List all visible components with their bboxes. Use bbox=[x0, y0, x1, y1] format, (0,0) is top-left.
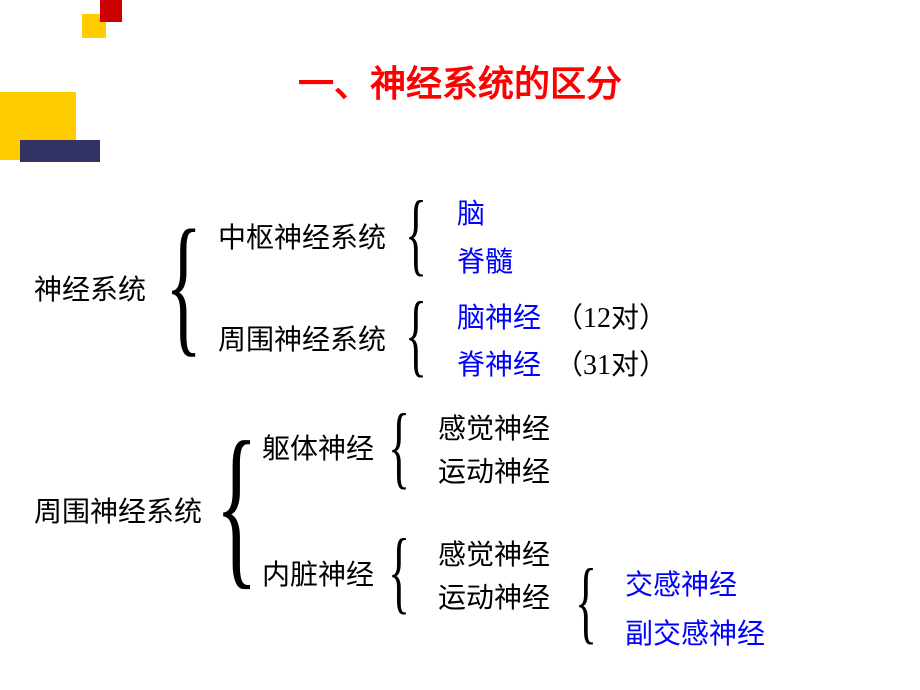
node-cns: 中枢神经系统 bbox=[218, 216, 386, 256]
node-motor-1: 运动神经 bbox=[438, 450, 550, 490]
bracket-6: { bbox=[388, 525, 410, 617]
node-brain: 脑 bbox=[457, 192, 485, 232]
deco-square-red bbox=[100, 0, 122, 22]
deco-bar-navy bbox=[20, 140, 100, 162]
node-spinal-nerve: 脊神经 bbox=[457, 343, 541, 383]
node-pns-root: 周围神经系统 bbox=[34, 490, 202, 530]
node-spinal-count: （31对） bbox=[555, 343, 667, 383]
node-parasympathetic: 副交感神经 bbox=[625, 612, 765, 652]
node-visceral: 内脏神经 bbox=[262, 553, 374, 593]
bracket-4: { bbox=[215, 415, 258, 595]
node-sensory-1: 感觉神经 bbox=[438, 407, 550, 447]
node-pns: 周围神经系统 bbox=[218, 318, 386, 358]
node-nervous-system: 神经系统 bbox=[34, 268, 146, 308]
node-spinal-cord: 脊髓 bbox=[457, 240, 513, 280]
bracket-7: { bbox=[575, 555, 597, 647]
node-cranial-count: （12对） bbox=[555, 296, 667, 336]
bracket-2: { bbox=[405, 187, 427, 279]
node-motor-2: 运动神经 bbox=[438, 576, 550, 616]
bracket-5: { bbox=[388, 400, 410, 492]
node-sympathetic: 交感神经 bbox=[625, 563, 737, 603]
node-somatic: 躯体神经 bbox=[262, 427, 374, 467]
node-cranial-nerve: 脑神经 bbox=[457, 296, 541, 336]
node-sensory-2: 感觉神经 bbox=[438, 533, 550, 573]
bracket-1: { bbox=[165, 207, 202, 362]
page-title: 一、神经系统的区分 bbox=[0, 55, 920, 107]
bracket-3: { bbox=[405, 288, 427, 380]
